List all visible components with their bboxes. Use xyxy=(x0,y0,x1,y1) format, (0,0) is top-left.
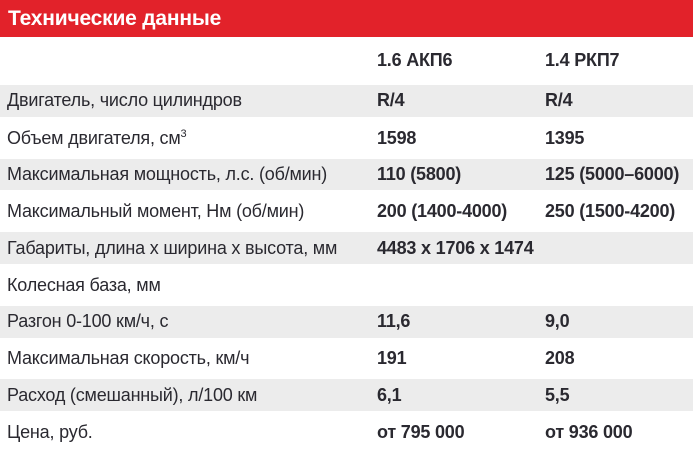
row-value-2: 208 xyxy=(545,348,575,369)
table-row: Максимальная скорость, км/ч 191 208 xyxy=(0,340,693,378)
row-value-1: от 795 000 xyxy=(377,422,465,443)
table-body: Двигатель, число цилиндров R/4 R/4 Объем… xyxy=(0,83,693,451)
row-value-1: 110 (5800) xyxy=(377,163,462,184)
row-label: Двигатель, число цилиндров xyxy=(7,90,242,111)
row-value-1: 6,1 xyxy=(377,384,402,405)
row-label: Габариты, длина х ширина х высота, мм xyxy=(7,237,338,258)
table-row: Максимальный момент, Нм (об/мин) 200 (14… xyxy=(0,193,693,231)
row-value-1: 1598 xyxy=(377,127,417,148)
column-header-variant-1: 1.6 АКП6 xyxy=(377,49,453,70)
table-row: Расход (смешанный), л/100 км 6,1 5,5 xyxy=(0,377,693,415)
row-label-text: Объем двигателя, см xyxy=(7,127,181,148)
table-row: Разгон 0-100 км/ч, с 11,6 9,0 xyxy=(0,303,693,341)
table-row: Колесная база, мм xyxy=(0,266,693,304)
column-header-row: 1.6 АКП6 1.4 РКП7 xyxy=(0,37,693,83)
row-value-1: R/4 xyxy=(377,90,405,111)
row-value-2: R/4 xyxy=(545,90,573,111)
row-value-1: 11,6 xyxy=(377,311,411,332)
table-row: Габариты, длина х ширина х высота, мм 44… xyxy=(0,230,693,267)
row-label: Максимальная мощность, л.с. (об/мин) xyxy=(7,163,328,184)
row-value-2: 125 (5000–6000) xyxy=(545,163,680,184)
table-title: Технические данные xyxy=(8,6,222,30)
table-row: Максимальная мощность, л.с. (об/мин) 110… xyxy=(0,156,693,194)
table-row: Двигатель, число цилиндров R/4 R/4 xyxy=(0,83,693,120)
row-value-2: 9,0 xyxy=(545,311,570,332)
row-value-2: 5,5 xyxy=(545,384,570,405)
table-row: Объем двигателя, см3 1598 1395 xyxy=(0,119,693,157)
row-value-2: 1395 xyxy=(545,127,585,148)
row-label: Цена, руб. xyxy=(7,422,93,443)
table-row: Цена, руб. от 795 000 от 936 000 xyxy=(0,414,693,451)
row-value-2: 250 (1500-4200) xyxy=(545,201,676,222)
table-title-bar: Технические данные xyxy=(0,0,693,37)
row-value-2: от 936 000 xyxy=(545,422,633,443)
row-label: Объем двигателя, см3 xyxy=(0,128,377,149)
row-label-superscript: 3 xyxy=(180,127,187,140)
row-value-1: 200 (1400-4000) xyxy=(377,201,508,222)
row-value-1: 191 xyxy=(377,348,407,369)
row-label: Расход (смешанный), л/100 км xyxy=(7,384,258,405)
row-label: Колесная база, мм xyxy=(7,274,161,295)
row-label: Максимальный момент, Нм (об/мин) xyxy=(7,201,305,222)
row-value-1: 4483 х 1706 х 1474 xyxy=(377,237,534,258)
row-label: Разгон 0-100 км/ч, с xyxy=(7,311,169,332)
column-header-variant-2: 1.4 РКП7 xyxy=(545,49,620,70)
row-label: Максимальная скорость, км/ч xyxy=(7,348,250,369)
